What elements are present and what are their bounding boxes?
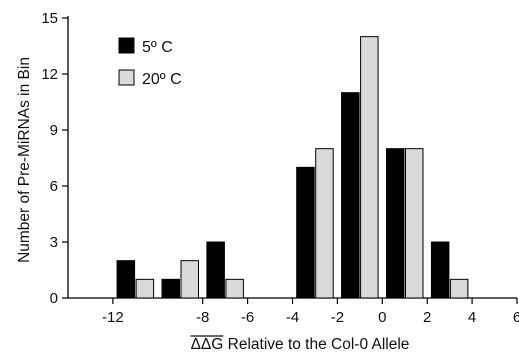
x-tick-label: -2 (331, 309, 344, 326)
y-tick-label: 15 (41, 10, 58, 27)
x-tick-label: 0 (378, 309, 386, 326)
y-tick-label: 3 (50, 234, 58, 251)
legend-label-5c: 5º C (142, 39, 173, 56)
bar-series-1-bin--3 (315, 148, 334, 299)
x-tick-label: 4 (468, 309, 476, 326)
bar-series-1-bin--9 (180, 260, 199, 299)
y-tick-label: 12 (41, 66, 58, 83)
y-tick-label: 9 (50, 122, 58, 139)
x-tick-label: -4 (286, 309, 299, 326)
y-axis-title: Number of Pre-MiRNAs in Bin (16, 57, 33, 263)
x-tick-label: 6 (513, 309, 519, 326)
bars (116, 36, 469, 299)
x-axis-title: ΔΔG Relative to the Col-0 Allele (191, 336, 410, 353)
bar-series-0-bin--7 (206, 241, 225, 299)
x-ticks: -12 -8 -6 -4 -2 0 2 4 6 (102, 298, 519, 326)
bar-series-0-bin-3 (430, 241, 450, 299)
legend-swatch-20c (118, 69, 135, 86)
bar-series-1-bin--11 (135, 278, 155, 299)
bar-series-0-bin--1 (341, 92, 360, 299)
legend-swatch-5c (118, 37, 135, 54)
x-tick-label: -12 (102, 309, 124, 326)
y-tick-label: 6 (50, 178, 58, 195)
legend: 5º C 20º C (118, 37, 182, 88)
bar-series-0-bin--3 (296, 166, 315, 299)
bar-series-1-bin--7 (225, 278, 244, 299)
x-tick-label: -6 (241, 309, 254, 326)
x-axis-title-rest: Relative to the Col-0 Allele (223, 336, 409, 353)
bar-series-0-bin--9 (161, 278, 180, 299)
bar-series-1-bin-1 (405, 148, 424, 299)
axes (67, 16, 517, 299)
x-axis-title-delta-delta-g: ΔΔG (191, 336, 224, 353)
x-tick-label: -8 (196, 309, 209, 326)
bar-series-0-bin-1 (386, 148, 405, 299)
bar-series-1-bin--1 (360, 36, 379, 299)
x-tick-label: 2 (423, 309, 431, 326)
y-ticks: 0 3 6 9 12 15 (41, 10, 68, 307)
y-tick-label: 0 (50, 290, 58, 307)
bar-series-1-bin-3 (449, 278, 469, 299)
legend-label-20c: 20º C (142, 71, 182, 88)
bar-series-0-bin--11 (116, 260, 136, 299)
